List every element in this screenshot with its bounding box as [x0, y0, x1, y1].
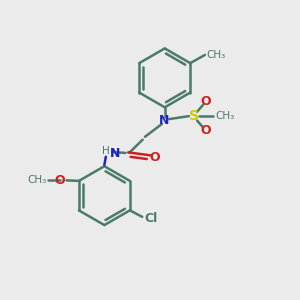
Text: N: N — [159, 114, 169, 127]
Text: Cl: Cl — [145, 212, 158, 225]
Text: O: O — [149, 151, 160, 164]
Text: O: O — [200, 124, 211, 137]
Text: CH₃: CH₃ — [206, 50, 226, 60]
Text: CH₃: CH₃ — [215, 111, 235, 121]
Text: CH₃: CH₃ — [27, 175, 46, 185]
Text: H: H — [102, 146, 110, 156]
Text: S: S — [189, 109, 199, 123]
Text: N: N — [110, 147, 120, 160]
Text: O: O — [54, 174, 65, 187]
Text: O: O — [200, 95, 211, 108]
